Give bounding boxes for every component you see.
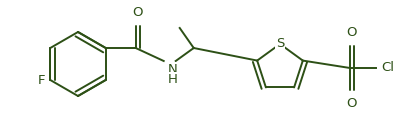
Text: O: O xyxy=(346,97,356,110)
Text: S: S xyxy=(275,38,284,50)
Text: F: F xyxy=(38,73,45,86)
Text: O: O xyxy=(132,6,143,19)
Text: Cl: Cl xyxy=(380,61,393,75)
Text: O: O xyxy=(346,26,356,39)
Text: N: N xyxy=(167,63,177,76)
Text: H: H xyxy=(167,73,177,86)
